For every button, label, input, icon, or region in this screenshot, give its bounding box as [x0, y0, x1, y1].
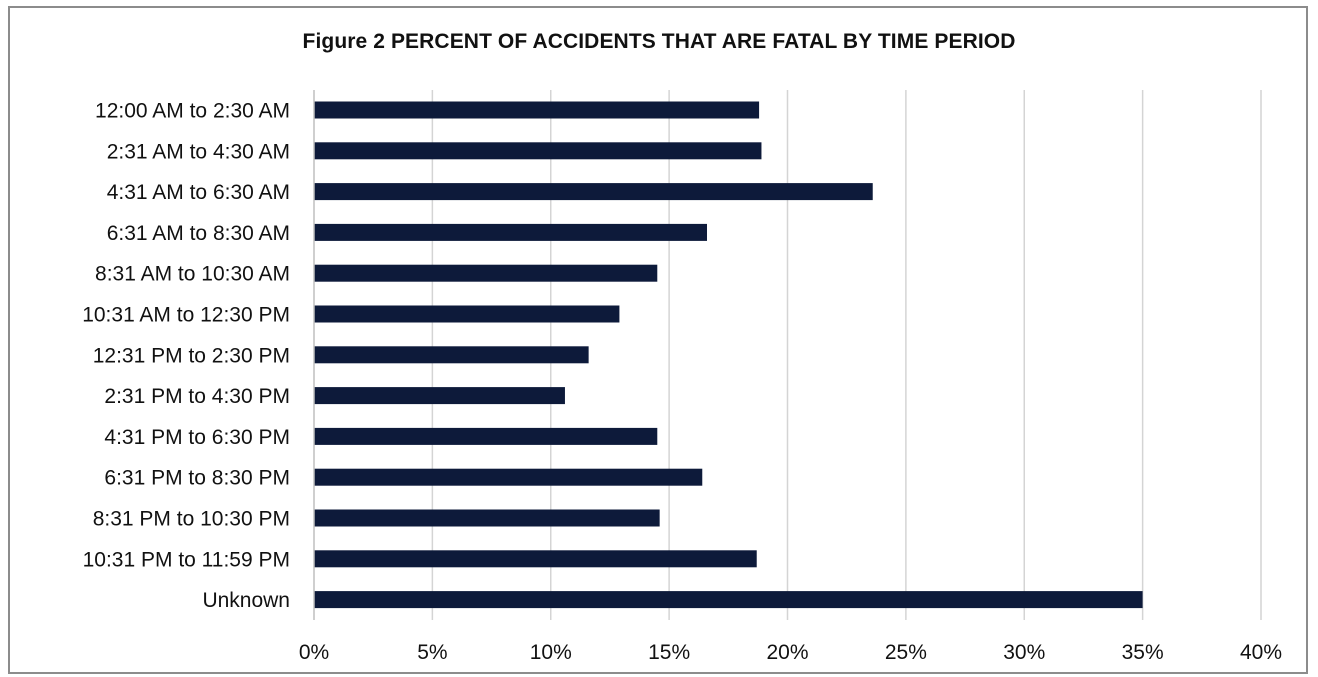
bar [314, 346, 589, 364]
bar [314, 468, 703, 486]
bar [314, 183, 873, 201]
category-label: 6:31 AM to 8:30 AM [107, 222, 290, 245]
x-tick-label: 10% [530, 641, 572, 664]
category-label: 10:31 PM to 11:59 PM [83, 548, 290, 571]
bar [314, 101, 760, 119]
x-tick-label: 40% [1240, 641, 1282, 664]
x-tick-label: 5% [417, 641, 447, 664]
category-label: 10:31 AM to 12:30 PM [82, 304, 290, 327]
gridlines [431, 90, 1262, 620]
category-label: 8:31 PM to 10:30 PM [93, 508, 290, 531]
category-label: 4:31 AM to 6:30 AM [107, 181, 290, 204]
category-label: Unknown [202, 589, 290, 612]
category-label: 8:31 AM to 10:30 AM [95, 263, 290, 286]
bar [314, 305, 620, 323]
bar [314, 387, 565, 405]
category-label: 4:31 PM to 6:30 PM [104, 426, 290, 449]
category-label: 2:31 PM to 4:30 PM [104, 385, 290, 408]
category-labels: 12:00 AM to 2:30 AM 2:31 AM to 4:30 AM 4:3… [82, 100, 290, 613]
bar [314, 142, 762, 160]
x-tick-label: 30% [1003, 641, 1045, 664]
category-label: 12:00 AM to 2:30 AM [95, 100, 290, 123]
bar [314, 509, 660, 527]
x-tick-labels: 0% 5% 10% 15% 20% 25% 30% 35% 40% [299, 641, 1282, 664]
x-tick-label: 15% [648, 641, 690, 664]
x-tick-label: 20% [766, 641, 808, 664]
chart-title: Figure 2 PERCENT OF ACCIDENTS THAT ARE F… [302, 30, 1016, 53]
x-tick-label: 35% [1122, 641, 1164, 664]
bar [314, 550, 757, 568]
bar [314, 427, 658, 445]
x-tick-label: 25% [885, 641, 927, 664]
category-label: 12:31 PM to 2:30 PM [93, 344, 290, 367]
bar [314, 264, 658, 282]
bar [314, 591, 1143, 609]
bar [314, 223, 708, 241]
x-tick-label: 0% [299, 641, 329, 664]
bars [314, 101, 1143, 609]
category-label: 6:31 PM to 8:30 PM [104, 467, 290, 490]
category-label: 2:31 AM to 4:30 AM [107, 140, 290, 163]
